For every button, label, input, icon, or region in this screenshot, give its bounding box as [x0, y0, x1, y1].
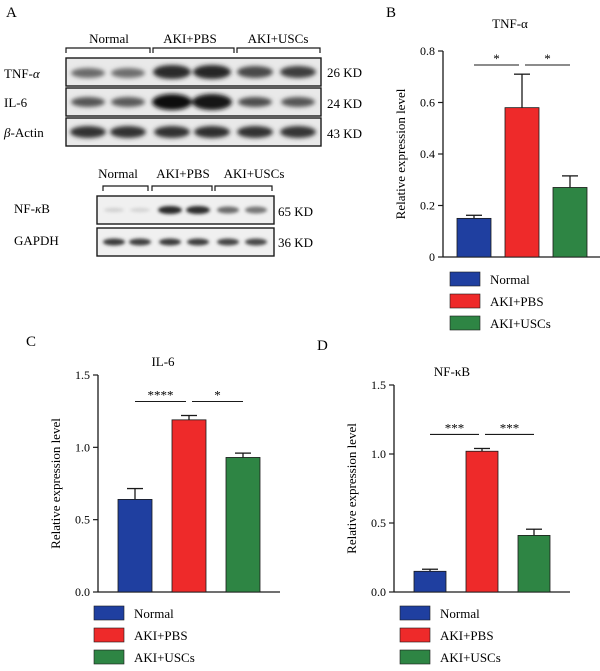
- blot-bands-il6: [71, 94, 315, 110]
- blot-bands-actin: [70, 126, 316, 138]
- legend-normal-label: Normal: [490, 272, 530, 287]
- panel-label-c: C: [26, 334, 36, 350]
- y-tick-label: 0.6: [420, 96, 435, 110]
- panel-label-a: A: [6, 5, 17, 21]
- y-tick-label: 1.0: [75, 440, 90, 454]
- blot-row-label-nfkb: NF-κB: [14, 201, 50, 216]
- y-tick-label: 0.0: [75, 585, 90, 599]
- blot-top-bracket-normal: [65, 47, 151, 53]
- bar-normal: [413, 570, 447, 593]
- y-axis-label: Relative expression level: [393, 88, 408, 219]
- legend-aki-uscs-label: AKI+USCs: [134, 650, 195, 665]
- blot-row-nfkb: NF-κB 65 KD: [14, 195, 313, 225]
- blot-row-tnf: TNF-α 26 KD: [4, 57, 362, 87]
- blot-top-groups: Normal AKI+PBS AKI+USCs: [65, 31, 321, 53]
- y-tick-label: 0: [429, 250, 435, 264]
- significance-label: ****: [148, 388, 174, 403]
- blot-bottom-group-normal: Normal: [98, 166, 138, 181]
- y-tick-label: 0.2: [420, 199, 435, 213]
- legend-aki-pbs-label: AKI+PBS: [134, 628, 188, 643]
- y-tick-label: 1.5: [75, 368, 90, 382]
- legend-aki-pbs-label: AKI+PBS: [490, 294, 544, 309]
- bar-aki-pbs: [465, 450, 499, 593]
- legend-aki-uscs-label: AKI+USCs: [490, 316, 551, 331]
- blot-bottom-group-uscs: AKI+USCs: [224, 166, 285, 181]
- significance-label: *: [493, 51, 500, 66]
- y-axis-label: Relative expression level: [48, 418, 63, 549]
- legend-aki-uscs-swatch: [93, 649, 125, 665]
- y-tick-label: 0.4: [420, 147, 435, 161]
- legend-normal-swatch: [93, 605, 125, 621]
- blot-row-gapdh: GAPDH 36 KD: [14, 227, 313, 257]
- blot-frame-actin: [65, 117, 322, 147]
- bar-aki-uscs: [552, 187, 588, 258]
- blot-bottom-groups: Normal AKI+PBS AKI+USCs: [98, 166, 284, 191]
- blot-row-label-tnf: TNF-α: [4, 66, 41, 81]
- chart-tnf: TNF-α 0 0.2 0.4 0.6 0.8 Relative expression le…: [393, 16, 600, 331]
- bar-normal: [117, 499, 153, 593]
- legend-aki-pbs-swatch: [93, 627, 125, 643]
- panel-label-b: B: [386, 5, 396, 21]
- legend-aki-uscs-swatch: [399, 649, 431, 665]
- chart-il6: IL-6 0.0 0.5 1.0 1.5 Relative expression leve…: [48, 354, 280, 665]
- blot-bands-gapdh: [103, 238, 267, 246]
- blot-size-gapdh: 36 KD: [278, 235, 313, 250]
- bar-aki-uscs: [225, 457, 261, 593]
- blot-bottom-bracket-pbs: [151, 185, 213, 191]
- panel-label-d: D: [317, 338, 328, 354]
- legend-normal-swatch: [399, 605, 431, 621]
- blot-bands-nfkb: [104, 206, 267, 214]
- legend-aki-pbs-swatch: [449, 293, 481, 309]
- blot-size-tnf: 26 KD: [327, 65, 362, 80]
- y-axis-label: Relative expression level: [344, 423, 359, 554]
- panel-a-lower: Normal AKI+PBS AKI+USCs NF-κB 65 KD GAPD…: [14, 166, 313, 257]
- blot-top-bracket-pbs: [152, 47, 235, 53]
- legend-aki-pbs-label: AKI+PBS: [440, 628, 494, 643]
- blot-bands-tnf: [71, 65, 316, 79]
- chart-title: IL-6: [151, 354, 175, 369]
- legend-aki-uscs-label: AKI+USCs: [440, 650, 501, 665]
- blot-top-group-uscs: AKI+USCs: [248, 31, 309, 46]
- blot-row-label-actin: β-Actin: [3, 125, 44, 140]
- chart-title: NF-κB: [434, 364, 470, 379]
- blot-frame-gapdh: [96, 227, 275, 257]
- blot-top-group-normal: Normal: [89, 31, 129, 46]
- legend-aki-uscs-swatch: [449, 315, 481, 331]
- blot-row-il6: IL-6 24 KD: [4, 87, 362, 117]
- y-tick-label: 0.5: [371, 516, 386, 530]
- blot-row-label-gapdh: GAPDH: [14, 233, 59, 248]
- significance-label: *: [544, 51, 551, 66]
- y-tick-label: 1.0: [371, 447, 386, 461]
- legend-normal-label: Normal: [440, 606, 480, 621]
- blot-bottom-bracket-normal: [102, 185, 149, 191]
- legend-normal-label: Normal: [134, 606, 174, 621]
- legend-normal-swatch: [449, 271, 481, 287]
- blot-bottom-group-pbs: AKI+PBS: [156, 166, 210, 181]
- y-tick-label: 0.0: [371, 585, 386, 599]
- panel-a: A Normal AKI+PBS AKI+USCs TNF-α 26 KD: [3, 5, 362, 147]
- blot-frame-nfkb: [96, 195, 275, 225]
- y-tick-label: 0.5: [75, 513, 90, 527]
- blot-row-actin: β-Actin 43 KD: [3, 117, 362, 147]
- blot-row-label-il6: IL-6: [4, 95, 28, 110]
- bar-aki-pbs: [171, 419, 207, 593]
- significance-label: *: [214, 388, 221, 403]
- legend-aki-pbs-swatch: [399, 627, 431, 643]
- blot-size-actin: 43 KD: [327, 126, 362, 141]
- blot-bottom-bracket-uscs: [214, 185, 273, 191]
- chart-title: TNF-α: [492, 16, 528, 31]
- blot-top-group-pbs: AKI+PBS: [163, 31, 217, 46]
- y-tick-label: 0.8: [420, 44, 435, 58]
- bar-aki-pbs: [504, 107, 540, 258]
- bar-normal: [456, 217, 492, 258]
- blot-top-bracket-uscs: [236, 47, 321, 53]
- bar-aki-uscs: [517, 535, 551, 593]
- significance-label: ***: [445, 420, 465, 435]
- chart-nfkb: NF-κB 0.0 0.5 1.0 1.5 Relative expression lev…: [344, 364, 570, 665]
- blot-size-il6: 24 KD: [327, 96, 362, 111]
- significance-label: ***: [500, 420, 520, 435]
- y-tick-label: 1.5: [371, 378, 386, 392]
- blot-size-nfkb: 65 KD: [278, 204, 313, 219]
